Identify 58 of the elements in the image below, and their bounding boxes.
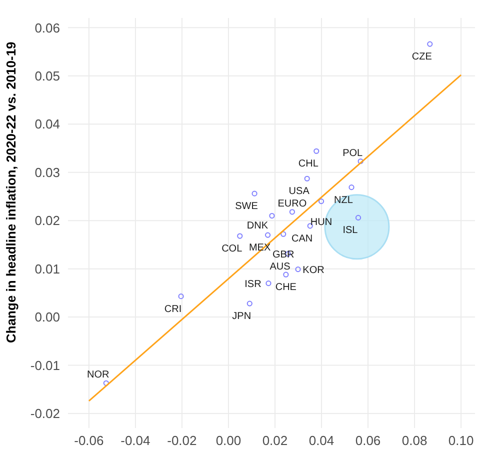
annotation: USA bbox=[288, 186, 310, 198]
x-tick-label: -0.06 bbox=[74, 433, 104, 448]
annotation: ISR bbox=[244, 278, 262, 290]
point bbox=[348, 184, 354, 190]
annotation: CAN bbox=[292, 233, 313, 244]
point bbox=[314, 148, 320, 154]
y-tick-label: -0.02 bbox=[30, 406, 60, 422]
x-tick-label: 0.10 bbox=[448, 433, 474, 448]
y-tick-label: -0.01 bbox=[30, 358, 60, 373]
y-tick-label: 0.00 bbox=[34, 310, 60, 325]
y-tick-label: 0.02 bbox=[34, 213, 60, 228]
annotation: GBR bbox=[272, 250, 294, 261]
annotation: COL bbox=[222, 244, 243, 255]
point bbox=[237, 233, 243, 239]
point bbox=[103, 380, 109, 386]
point bbox=[304, 176, 310, 182]
point bbox=[318, 198, 324, 204]
point bbox=[295, 266, 301, 272]
x-tick-label: 0.00 bbox=[216, 433, 242, 448]
y-tick-label: 0.01 bbox=[34, 261, 60, 276]
x-tick-label: 0.06 bbox=[355, 433, 381, 448]
point bbox=[427, 41, 433, 47]
annotation: DNK bbox=[246, 220, 268, 232]
point bbox=[283, 272, 289, 278]
point bbox=[264, 232, 271, 238]
annotation: EURO bbox=[278, 198, 307, 210]
point bbox=[269, 212, 275, 219]
annotation: POL bbox=[342, 148, 364, 159]
point bbox=[178, 294, 184, 300]
y-axis-title: Change in headline inflation, 2020-22 vs. 2010-19 bbox=[4, 42, 19, 343]
point bbox=[252, 190, 258, 196]
point bbox=[280, 231, 286, 237]
annotation: HUN bbox=[310, 216, 332, 228]
annotation: KOR bbox=[302, 264, 324, 276]
point bbox=[358, 158, 364, 164]
x-tick-label: -0.04 bbox=[120, 433, 150, 448]
y-tick-label: 0.04 bbox=[34, 116, 60, 132]
annotation: ISL bbox=[342, 225, 358, 236]
y-tick-label: 0.05 bbox=[34, 68, 60, 84]
x-tick-label: -0.02 bbox=[167, 433, 197, 448]
annotation: SWE bbox=[235, 201, 258, 212]
annotation: CHL bbox=[298, 158, 319, 170]
annotation: NZL bbox=[334, 194, 354, 206]
y-tick-label: 0.06 bbox=[34, 20, 60, 36]
annotation: CZE bbox=[412, 52, 432, 63]
point bbox=[289, 209, 295, 215]
x-tick-label: 0.02 bbox=[262, 433, 288, 448]
x-tick-label: 0.04 bbox=[308, 433, 334, 448]
annotation: NOR bbox=[87, 370, 110, 381]
point bbox=[266, 280, 272, 286]
annotation: CHE bbox=[275, 282, 297, 294]
annotation: AUS bbox=[270, 261, 291, 272]
annotation: JPN bbox=[232, 311, 252, 322]
y-tick-label: 0.03 bbox=[34, 164, 60, 180]
point bbox=[355, 214, 362, 220]
x-tick-label: 0.08 bbox=[402, 433, 428, 448]
point bbox=[246, 300, 252, 306]
annotation: CRI bbox=[164, 304, 182, 315]
